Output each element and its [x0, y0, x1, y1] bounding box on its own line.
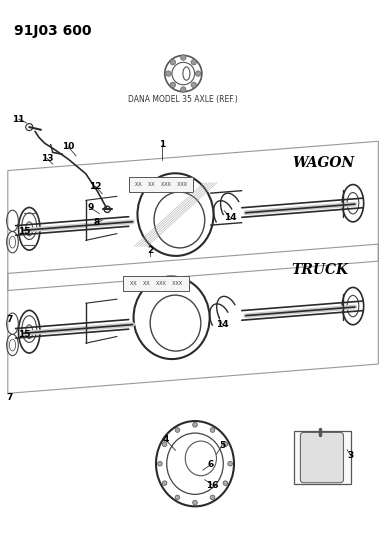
Circle shape [158, 462, 162, 466]
Circle shape [228, 462, 232, 466]
Circle shape [162, 442, 167, 447]
FancyBboxPatch shape [300, 432, 344, 483]
Circle shape [223, 442, 228, 447]
Text: 8: 8 [94, 218, 100, 227]
Circle shape [162, 481, 167, 486]
Text: 3: 3 [348, 451, 354, 460]
Text: 14: 14 [216, 320, 229, 329]
Circle shape [191, 60, 197, 65]
FancyBboxPatch shape [129, 177, 193, 192]
Text: 11: 11 [12, 115, 25, 124]
FancyBboxPatch shape [123, 276, 189, 291]
Text: 6: 6 [207, 461, 214, 469]
Circle shape [193, 423, 197, 427]
Text: 12: 12 [89, 182, 102, 191]
Circle shape [175, 427, 180, 432]
Circle shape [166, 71, 171, 76]
Circle shape [181, 87, 186, 92]
Text: 14: 14 [224, 213, 236, 222]
Text: WAGON: WAGON [292, 156, 355, 170]
Circle shape [170, 82, 176, 87]
Circle shape [191, 82, 197, 87]
Text: 15: 15 [18, 228, 30, 237]
Text: 16: 16 [206, 481, 219, 489]
Circle shape [210, 427, 215, 432]
Text: 4: 4 [163, 435, 169, 444]
Text: 9: 9 [88, 204, 94, 213]
Circle shape [223, 481, 228, 486]
Circle shape [175, 495, 180, 500]
Text: 2: 2 [147, 246, 153, 255]
Text: 7: 7 [7, 393, 13, 401]
Text: 1: 1 [159, 141, 165, 149]
Text: TRUCK: TRUCK [291, 263, 348, 277]
Text: 5: 5 [219, 441, 225, 449]
Circle shape [193, 500, 197, 505]
Circle shape [181, 55, 186, 60]
Text: XX  XX  XXX  XXX: XX XX XXX XXX [130, 281, 182, 286]
Text: 7: 7 [7, 316, 13, 324]
Text: 91J03 600: 91J03 600 [14, 24, 91, 38]
Text: XX  XX  XXX  XXX: XX XX XXX XXX [135, 182, 187, 187]
Text: 10: 10 [62, 142, 74, 151]
Circle shape [195, 71, 201, 76]
FancyBboxPatch shape [294, 431, 351, 484]
Text: 13: 13 [41, 154, 53, 163]
Circle shape [170, 60, 176, 65]
Text: DANA MODEL 35 AXLE (REF.): DANA MODEL 35 AXLE (REF.) [128, 95, 238, 104]
Text: 15: 15 [18, 330, 30, 340]
Circle shape [210, 495, 215, 500]
